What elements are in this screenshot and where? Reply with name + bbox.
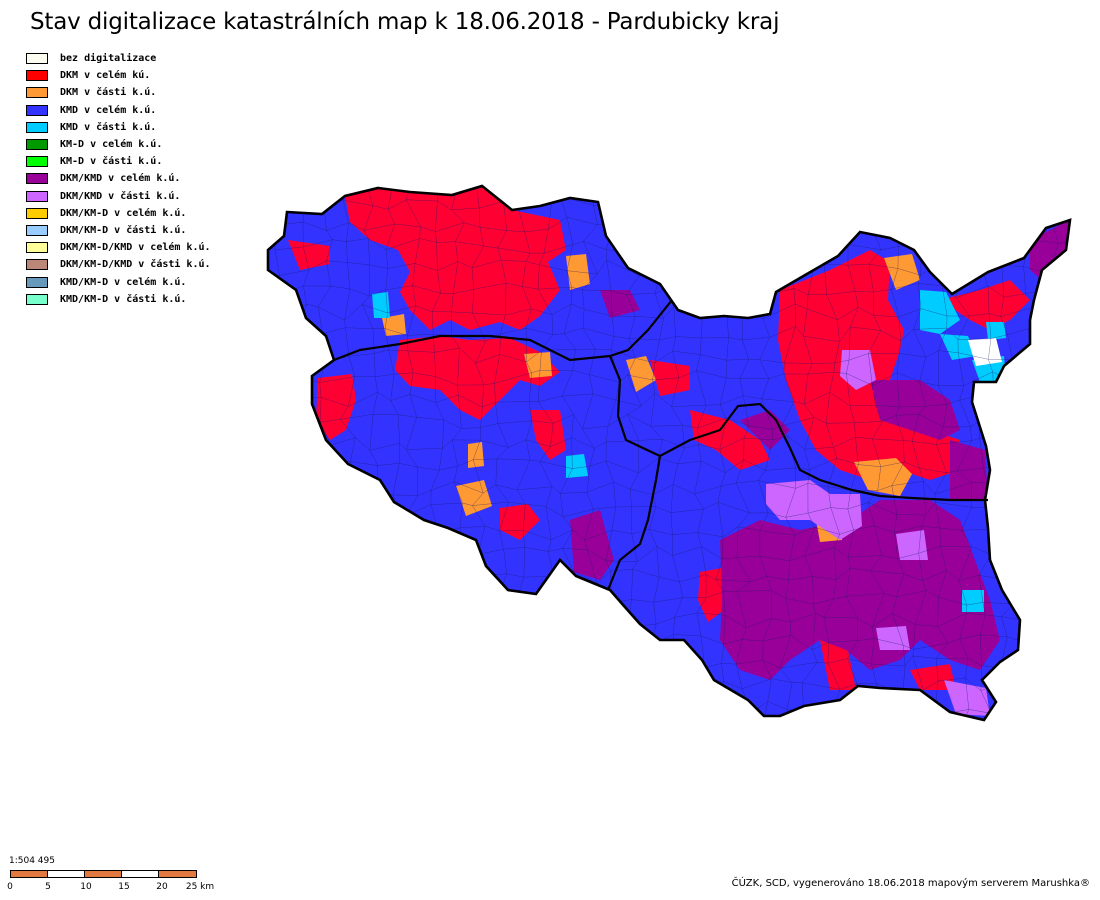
legend-item: DKM/KM-D/KMD v části k.ú. xyxy=(26,256,211,273)
legend-swatch xyxy=(26,104,48,116)
scale-segment xyxy=(11,871,48,877)
legend-label: DKM/KM-D/KMD v celém k.ú. xyxy=(60,242,211,254)
legend-swatch xyxy=(26,139,48,151)
region-map-fill xyxy=(266,184,1072,722)
scale-segment xyxy=(85,871,122,877)
dkm-kmd-zone-east3 xyxy=(950,440,988,500)
scale-tick-label: 5 xyxy=(45,882,51,892)
legend-item: KMD/KM-D v celém k.ú. xyxy=(26,273,211,290)
legend-label: DKM/KM-D v části k.ú. xyxy=(60,224,187,236)
legend-swatch xyxy=(26,259,48,271)
dkm-zone-mid xyxy=(690,410,770,470)
legend-label: DKM v části k.ú. xyxy=(60,87,157,99)
legend-label: KMD/KM-D v celém k.ú. xyxy=(60,276,187,288)
legend-item: DKM/KMD v části k.ú. xyxy=(26,188,211,205)
legend-item: bez digitalizace xyxy=(26,50,211,67)
legend-swatch xyxy=(26,224,48,236)
legend-item: DKM/KMD v celém k.ú. xyxy=(26,170,211,187)
legend-swatch xyxy=(26,293,48,305)
legend-item: DKM/KM-D/KMD v celém k.ú. xyxy=(26,239,211,256)
district-borders xyxy=(333,299,988,591)
legend-item: KM-D v části k.ú. xyxy=(26,153,211,170)
scale-tick-label: 15 xyxy=(118,882,130,892)
legend-swatch xyxy=(26,156,48,168)
legend-label: DKM v celém kú. xyxy=(60,70,151,82)
dkm-zone-south5 xyxy=(820,640,856,690)
scale-segment xyxy=(48,871,85,877)
scale-bar xyxy=(10,870,197,878)
scale-tick-label: 10 xyxy=(80,882,92,892)
legend-label: DKM/KMD v celém k.ú. xyxy=(60,173,181,185)
legend-item: DKM v celém kú. xyxy=(26,67,211,84)
dkm-zone-east2 xyxy=(940,280,1030,330)
legend-item: KMD v části k.ú. xyxy=(26,119,211,136)
legend-swatch xyxy=(26,173,48,185)
legend-item: DKM/KM-D v celém k.ú. xyxy=(26,205,211,222)
map-title: Stav digitalizace katastrálních map k 18… xyxy=(30,9,780,35)
legend-item: KM-D v celém k.ú. xyxy=(26,136,211,153)
dkm-kmd-zone-east xyxy=(870,380,960,440)
dkm-kmd-zone-north xyxy=(600,290,640,318)
legend-label: DKM/KMD v části k.ú. xyxy=(60,190,181,202)
scale-ratio: 1:504 495 xyxy=(9,856,55,866)
legend-label: DKM/KM-D/KMD v části k.ú. xyxy=(60,259,211,271)
legend-label: KMD v části k.ú. xyxy=(60,121,157,133)
dkm-zone-south1 xyxy=(500,504,540,540)
legend-label: KM-D v celém k.ú. xyxy=(60,139,163,151)
legend-swatch xyxy=(26,53,48,65)
legend-label: KMD v celém k.ú. xyxy=(60,104,157,116)
scale-tick-label: 0 xyxy=(7,882,13,892)
legend-swatch xyxy=(26,242,48,254)
scale-segment xyxy=(122,871,159,877)
dkm-zone-north xyxy=(345,186,566,330)
legend-item: KMD/KM-D v části k.ú. xyxy=(26,291,211,308)
legend-label: bez digitalizace xyxy=(60,53,157,65)
legend-swatch xyxy=(26,190,48,202)
dkm-kmd-zone-south xyxy=(570,510,614,580)
dkm-zone-center xyxy=(395,336,560,420)
dkm-zone-west xyxy=(316,374,356,440)
dkm-kmd-zone-southeast xyxy=(720,500,1000,680)
scale-tick-label: 20 xyxy=(156,882,168,892)
dkm-kmd-zone-mid xyxy=(740,410,790,450)
dkm-zone-mid2 xyxy=(650,360,690,396)
scale-segment xyxy=(159,871,196,877)
scale-ticks: 0 5 10 15 20 25 km xyxy=(0,882,240,894)
legend-swatch xyxy=(26,276,48,288)
legend-swatch xyxy=(26,207,48,219)
legend-item: DKM v části k.ú. xyxy=(26,84,211,101)
legend-item: DKM/KM-D v části k.ú. xyxy=(26,222,211,239)
legend-label: DKM/KM-D v celém k.ú. xyxy=(60,207,187,219)
dkm-zone-south2 xyxy=(530,410,566,460)
legend-swatch xyxy=(26,87,48,99)
legend-swatch xyxy=(26,121,48,133)
region-outline xyxy=(266,184,1072,722)
credit-text: ČÚZK, SCD, vygenerováno 18.06.2018 mapov… xyxy=(731,878,1090,889)
legend-label: KM-D v části k.ú. xyxy=(60,156,163,168)
legend: bez digitalizace DKM v celém kú. DKM v čás… xyxy=(26,50,211,308)
dkm-zone-south3 xyxy=(698,568,724,622)
legend-item: KMD v celém k.ú. xyxy=(26,102,211,119)
scale-tick-label: 25 km xyxy=(185,882,215,892)
legend-label: KMD/KM-D v části k.ú. xyxy=(60,293,187,305)
legend-swatch xyxy=(26,70,48,82)
